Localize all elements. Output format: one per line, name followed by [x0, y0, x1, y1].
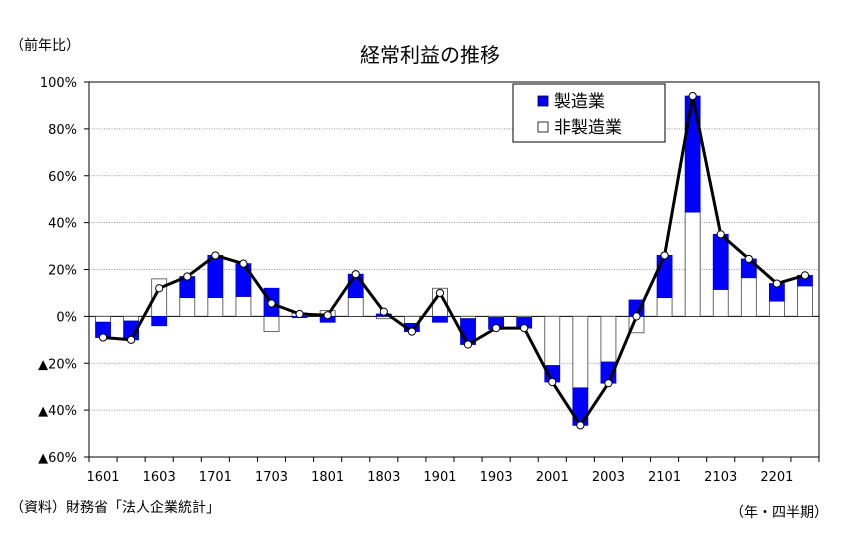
y-tick-label: 80% [48, 123, 77, 138]
bar-nonmanufacturing [797, 285, 813, 317]
total-point [772, 279, 781, 288]
total-point [660, 251, 669, 260]
total-point [295, 309, 304, 319]
x-tick-label: 1603 [143, 470, 176, 485]
bar-nonmanufacturing [235, 296, 252, 317]
total-point [98, 333, 108, 342]
x-axis: 1601 1603 1701 1703 1801 1803 1901 1903 2001 2003… [86, 457, 820, 485]
total-point [183, 272, 192, 281]
x-tick-label: 1903 [480, 470, 513, 485]
y-tick-label: 60% [48, 170, 77, 185]
bar-nonmanufacturing [123, 315, 140, 322]
total-point [379, 307, 388, 316]
bar-nonmanufacturing [740, 277, 757, 317]
legend: 製造業 非製造業 [512, 83, 666, 143]
total-point [520, 323, 529, 333]
bar-nonmanufacturing [712, 289, 729, 317]
total-point [716, 230, 725, 239]
legend-swatch-nonmanufacturing [537, 121, 549, 133]
y-tick-label: ▲20% [38, 357, 77, 372]
y-tick-label: ▲60% [38, 451, 77, 466]
total-point [688, 91, 697, 101]
y-tick-label: 20% [48, 264, 77, 279]
bar-nonmanufacturing [95, 315, 111, 323]
y-tick-label: 100% [40, 76, 77, 91]
total-line [98, 91, 810, 430]
total-series-line [102, 94, 806, 427]
x-tick-label: 2201 [760, 470, 793, 485]
chart-title: 経常利益の推移 [360, 43, 500, 67]
bar-nonmanufacturing [656, 297, 673, 317]
legend-label-manufacturing: 製造業 [554, 92, 605, 112]
bar-nonmanufacturing [544, 315, 561, 366]
total-point [576, 421, 585, 430]
bar-nonmanufacturing [207, 297, 224, 317]
total-point [323, 311, 332, 320]
total-point [155, 284, 164, 293]
x-tick-label: 2101 [648, 470, 681, 485]
x-tick-label: 1803 [367, 470, 400, 485]
total-point [604, 379, 613, 388]
y-tick-label: 40% [48, 217, 77, 232]
total-point [492, 323, 501, 333]
total-point [239, 259, 248, 268]
y-axis-label: （前年比） [10, 37, 80, 54]
y-tick-label: ▲40% [38, 404, 77, 419]
legend-swatch-manufacturing [537, 95, 549, 107]
legend-label-nonmanufacturing: 非製造業 [554, 118, 622, 138]
total-point [351, 270, 360, 279]
total-point [800, 271, 810, 280]
x-axis-label: （年・四半期） [730, 505, 828, 521]
bar-nonmanufacturing [572, 315, 589, 389]
bar-nonmanufacturing [263, 315, 280, 333]
y-tick-label: 0% [56, 310, 77, 325]
total-point [407, 327, 416, 336]
x-tick-label: 2003 [592, 470, 625, 485]
total-point [744, 254, 753, 264]
bar-manufacturing [207, 255, 224, 299]
x-tick-label: 1701 [199, 470, 232, 485]
x-tick-label: 2001 [536, 470, 569, 485]
total-point [548, 377, 557, 387]
x-tick-label: 1601 [86, 470, 119, 485]
total-point [267, 299, 276, 308]
bar-manufacturing [712, 233, 729, 290]
bar-manufacturing [151, 315, 168, 327]
bars [95, 95, 813, 426]
total-point [211, 251, 220, 260]
x-tick-label: 1901 [423, 470, 456, 485]
total-point [127, 335, 136, 344]
bar-manufacturing [432, 315, 448, 323]
source-note: （資料）財務省「法人企業統計」 [10, 499, 220, 516]
x-tick-label: 1801 [311, 470, 344, 485]
bar-manufacturing [684, 95, 701, 213]
bar-nonmanufacturing [179, 297, 196, 317]
bar-nonmanufacturing [684, 211, 701, 317]
bar-manufacturing [656, 255, 673, 299]
total-point [632, 312, 641, 321]
bar-nonmanufacturing [347, 297, 364, 317]
total-point [463, 340, 473, 349]
x-tick-label: 2103 [704, 470, 737, 485]
total-point [435, 288, 445, 298]
bar-nonmanufacturing [600, 315, 617, 363]
y-axis: 100% 80% 60% 40% 20% 0% ▲20% ▲40% ▲60% [38, 76, 89, 466]
bar-nonmanufacturing [768, 300, 785, 317]
x-tick-label: 1703 [255, 470, 288, 485]
